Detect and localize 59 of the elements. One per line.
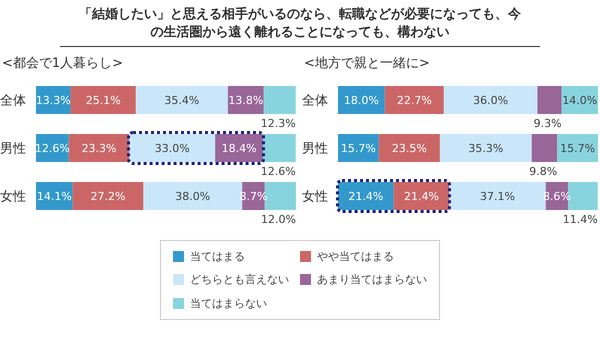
data-label: 36.0%: [473, 94, 508, 107]
data-label: 18.4%: [222, 142, 257, 155]
bar: [70, 86, 136, 114]
bar: [532, 134, 558, 162]
data-label: 22.7%: [396, 94, 432, 107]
y-tick-label: 全体: [302, 94, 328, 109]
data-label: 11.4%: [562, 213, 598, 226]
bar: [129, 134, 216, 162]
data-label: 12.0%: [261, 213, 296, 226]
bar: [444, 86, 538, 114]
chart-subtitle: <都会で1人暮らし>: [1, 55, 124, 73]
bar: [338, 134, 379, 162]
y-tick-label: 男性: [302, 142, 328, 157]
data-label: 14.0%: [562, 94, 598, 107]
bar: [537, 86, 562, 114]
data-label: 23.3%: [82, 142, 117, 155]
data-label: 13.8%: [228, 94, 264, 107]
bar: [262, 134, 296, 162]
y-tick-label: 女性: [0, 190, 26, 205]
data-label: 12.6%: [260, 165, 296, 178]
bar: [440, 134, 532, 162]
bar: [338, 182, 394, 210]
legend-label: どちらとも言えない: [190, 272, 289, 288]
y-tick-label: 全体: [0, 94, 26, 109]
chart-title: 「結婚したい」と思える相手がいるのなら、転職などが必要になっても、今の生活圏から遠く離れることになっても、構わない: [78, 6, 522, 42]
legend-label: 当てはまらない: [190, 296, 267, 312]
data-label: 14.1%: [36, 190, 72, 203]
bar: [394, 182, 450, 210]
bar: [136, 86, 228, 114]
data-label: 35.3%: [468, 142, 504, 155]
bar: [72, 182, 144, 210]
data-label: 25.1%: [86, 94, 121, 107]
y-tick-label: 女性: [302, 190, 328, 205]
bar: [557, 134, 598, 162]
data-label: 13.3%: [36, 94, 71, 107]
data-label: 15.7%: [560, 142, 596, 155]
data-label: 15.7%: [340, 142, 376, 155]
data-label: 9.3%: [534, 117, 562, 130]
legend-label: 当てはまる: [190, 248, 245, 264]
chart-subtitle: <地方で親と一緒に>: [303, 55, 431, 73]
bar: [264, 86, 296, 114]
y-tick-label: 男性: [0, 142, 26, 157]
data-label: 21.4%: [348, 190, 384, 203]
data-label: 38.0%: [175, 190, 210, 203]
data-label: 35.4%: [164, 94, 200, 107]
data-label: 27.2%: [90, 190, 126, 203]
bar: [378, 134, 440, 162]
legend-label: あまり当てはまらない: [317, 272, 427, 288]
data-label: 37.1%: [480, 190, 515, 203]
legend-label: やや当てはまる: [317, 248, 394, 264]
data-label: 23.5%: [392, 142, 427, 155]
bar: [384, 86, 444, 114]
bar: [338, 86, 385, 114]
data-label: 33.0%: [154, 142, 190, 155]
bar: [68, 134, 130, 162]
data-label: 21.4%: [404, 190, 439, 203]
data-label: 9.8%: [529, 165, 558, 178]
data-label: 12.3%: [260, 117, 296, 130]
data-label: 18.0%: [344, 94, 379, 107]
